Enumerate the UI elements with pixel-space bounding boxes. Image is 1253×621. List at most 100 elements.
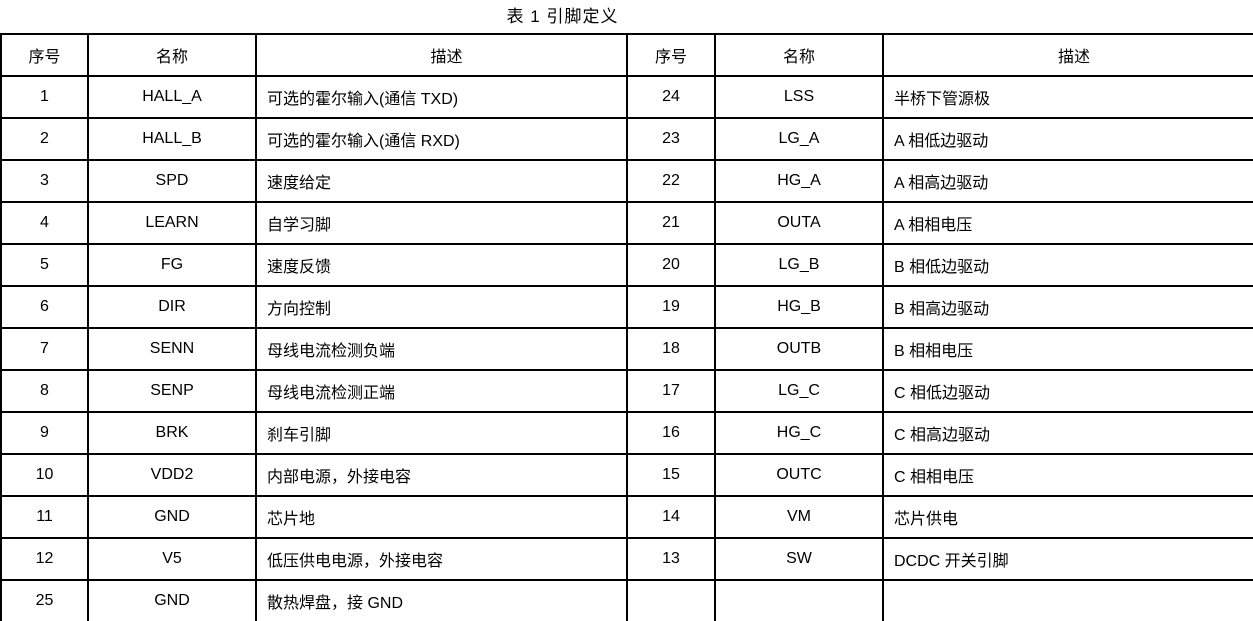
pin-desc-cell <box>882 579 1253 621</box>
pin-number-cell <box>626 579 716 621</box>
pin-desc-cell: 内部电源，外接电容 <box>255 453 628 497</box>
pin-name-cell: SPD <box>87 159 257 203</box>
table-row: 4 LEARN 自学习脚 21 OUTA A 相相电压 <box>0 201 1253 245</box>
pin-name-cell: HG_C <box>714 411 884 455</box>
pin-desc-cell: C 相高边驱动 <box>882 411 1253 455</box>
pin-number-cell: 18 <box>626 327 716 371</box>
pin-desc-cell: 可选的霍尔输入(通信 RXD) <box>255 117 628 161</box>
header-cell: 名称 <box>87 33 257 77</box>
table-row: 3 SPD 速度给定 22 HG_A A 相高边驱动 <box>0 159 1253 203</box>
pin-name-cell: DIR <box>87 285 257 329</box>
pin-desc-cell: C 相相电压 <box>882 453 1253 497</box>
pin-desc-cell: DCDC 开关引脚 <box>882 537 1253 581</box>
pin-name-cell: V5 <box>87 537 257 581</box>
pin-number-cell: 15 <box>626 453 716 497</box>
pin-name-cell: LG_B <box>714 243 884 287</box>
table-row: 11 GND 芯片地 14 VM 芯片供电 <box>0 495 1253 539</box>
pin-number-cell: 5 <box>0 243 89 287</box>
pin-name-cell: GND <box>87 579 257 621</box>
pin-number-cell: 10 <box>0 453 89 497</box>
pin-number-cell: 24 <box>626 75 716 119</box>
table-row: 1 HALL_A 可选的霍尔输入(通信 TXD) 24 LSS 半桥下管源极 <box>0 75 1253 119</box>
pin-number-cell: 11 <box>0 495 89 539</box>
pin-definition-table: 序号 名称 描述 序号 名称 描述 1 HALL_A 可选的霍尔输入(通信 TXD) 24 LSS… <box>0 33 1253 621</box>
pin-desc-cell: 速度给定 <box>255 159 628 203</box>
table-row: 5 FG 速度反馈 20 LG_B B 相低边驱动 <box>0 243 1253 287</box>
header-row: 序号 名称 描述 序号 名称 描述 <box>0 33 1253 77</box>
pin-number-cell: 13 <box>626 537 716 581</box>
pin-name-cell: LG_C <box>714 369 884 413</box>
table-title: 表 1 引脚定义 <box>506 7 619 26</box>
table-body: 1 HALL_A 可选的霍尔输入(通信 TXD) 24 LSS 半桥下管源极 2 HALL_B… <box>0 75 1253 621</box>
pin-desc-cell: A 相相电压 <box>882 201 1253 245</box>
pin-name-cell: BRK <box>87 411 257 455</box>
pin-number-cell: 23 <box>626 117 716 161</box>
pin-desc-cell: B 相相电压 <box>882 327 1253 371</box>
pin-number-cell: 6 <box>0 285 89 329</box>
table-row: 9 BRK 刹车引脚 16 HG_C C 相高边驱动 <box>0 411 1253 455</box>
pin-desc-cell: 散热焊盘，接 GND <box>255 579 628 621</box>
pin-name-cell: SENN <box>87 327 257 371</box>
pin-name-cell: OUTB <box>714 327 884 371</box>
pin-number-cell: 22 <box>626 159 716 203</box>
table-row: 25 GND 散热焊盘，接 GND <box>0 579 1253 621</box>
pin-desc-cell: 母线电流检测正端 <box>255 369 628 413</box>
pin-desc-cell: 方向控制 <box>255 285 628 329</box>
pin-desc-cell: 刹车引脚 <box>255 411 628 455</box>
header-cell: 描述 <box>255 33 628 77</box>
pin-number-cell: 7 <box>0 327 89 371</box>
pin-number-cell: 12 <box>0 537 89 581</box>
pin-desc-cell: 自学习脚 <box>255 201 628 245</box>
pin-number-cell: 19 <box>626 285 716 329</box>
pin-name-cell: HALL_B <box>87 117 257 161</box>
pin-name-cell: LEARN <box>87 201 257 245</box>
pin-name-cell: VDD2 <box>87 453 257 497</box>
pin-number-cell: 2 <box>0 117 89 161</box>
pin-desc-cell: A 相低边驱动 <box>882 117 1253 161</box>
table-row: 2 HALL_B 可选的霍尔输入(通信 RXD) 23 LG_A A 相低边驱动 <box>0 117 1253 161</box>
pin-desc-cell: 速度反馈 <box>255 243 628 287</box>
pin-name-cell: GND <box>87 495 257 539</box>
pin-number-cell: 17 <box>626 369 716 413</box>
pin-number-cell: 8 <box>0 369 89 413</box>
pin-name-cell: HG_A <box>714 159 884 203</box>
pin-name-cell: SW <box>714 537 884 581</box>
header-cell: 序号 <box>0 33 89 77</box>
pin-number-cell: 9 <box>0 411 89 455</box>
pin-desc-cell: C 相低边驱动 <box>882 369 1253 413</box>
table-row: 6 DIR 方向控制 19 HG_B B 相高边驱动 <box>0 285 1253 329</box>
pin-number-cell: 1 <box>0 75 89 119</box>
pin-number-cell: 14 <box>626 495 716 539</box>
table-row: 10 VDD2 内部电源，外接电容 15 OUTC C 相相电压 <box>0 453 1253 497</box>
pin-number-cell: 21 <box>626 201 716 245</box>
pin-desc-cell: 可选的霍尔输入(通信 TXD) <box>255 75 628 119</box>
pin-number-cell: 3 <box>0 159 89 203</box>
pin-name-cell: HALL_A <box>87 75 257 119</box>
pin-name-cell: LG_A <box>714 117 884 161</box>
pin-desc-cell: 低压供电电源，外接电容 <box>255 537 628 581</box>
pin-name-cell <box>714 579 884 621</box>
table-row: 8 SENP 母线电流检测正端 17 LG_C C 相低边驱动 <box>0 369 1253 413</box>
pin-name-cell: FG <box>87 243 257 287</box>
header-cell: 名称 <box>714 33 884 77</box>
pin-name-cell: OUTA <box>714 201 884 245</box>
pin-name-cell: OUTC <box>714 453 884 497</box>
pin-name-cell: SENP <box>87 369 257 413</box>
pin-name-cell: HG_B <box>714 285 884 329</box>
pin-number-cell: 25 <box>0 579 89 621</box>
header-cell: 序号 <box>626 33 716 77</box>
header-cell: 描述 <box>882 33 1253 77</box>
table-row: 7 SENN 母线电流检测负端 18 OUTB B 相相电压 <box>0 327 1253 371</box>
pin-desc-cell: B 相低边驱动 <box>882 243 1253 287</box>
pin-desc-cell: A 相高边驱动 <box>882 159 1253 203</box>
pin-name-cell: LSS <box>714 75 884 119</box>
pin-desc-cell: 芯片地 <box>255 495 628 539</box>
pin-name-cell: VM <box>714 495 884 539</box>
pin-desc-cell: 芯片供电 <box>882 495 1253 539</box>
pin-number-cell: 16 <box>626 411 716 455</box>
pin-number-cell: 20 <box>626 243 716 287</box>
table-row: 12 V5 低压供电电源，外接电容 13 SW DCDC 开关引脚 <box>0 537 1253 581</box>
pin-desc-cell: B 相高边驱动 <box>882 285 1253 329</box>
pin-desc-cell: 母线电流检测负端 <box>255 327 628 371</box>
